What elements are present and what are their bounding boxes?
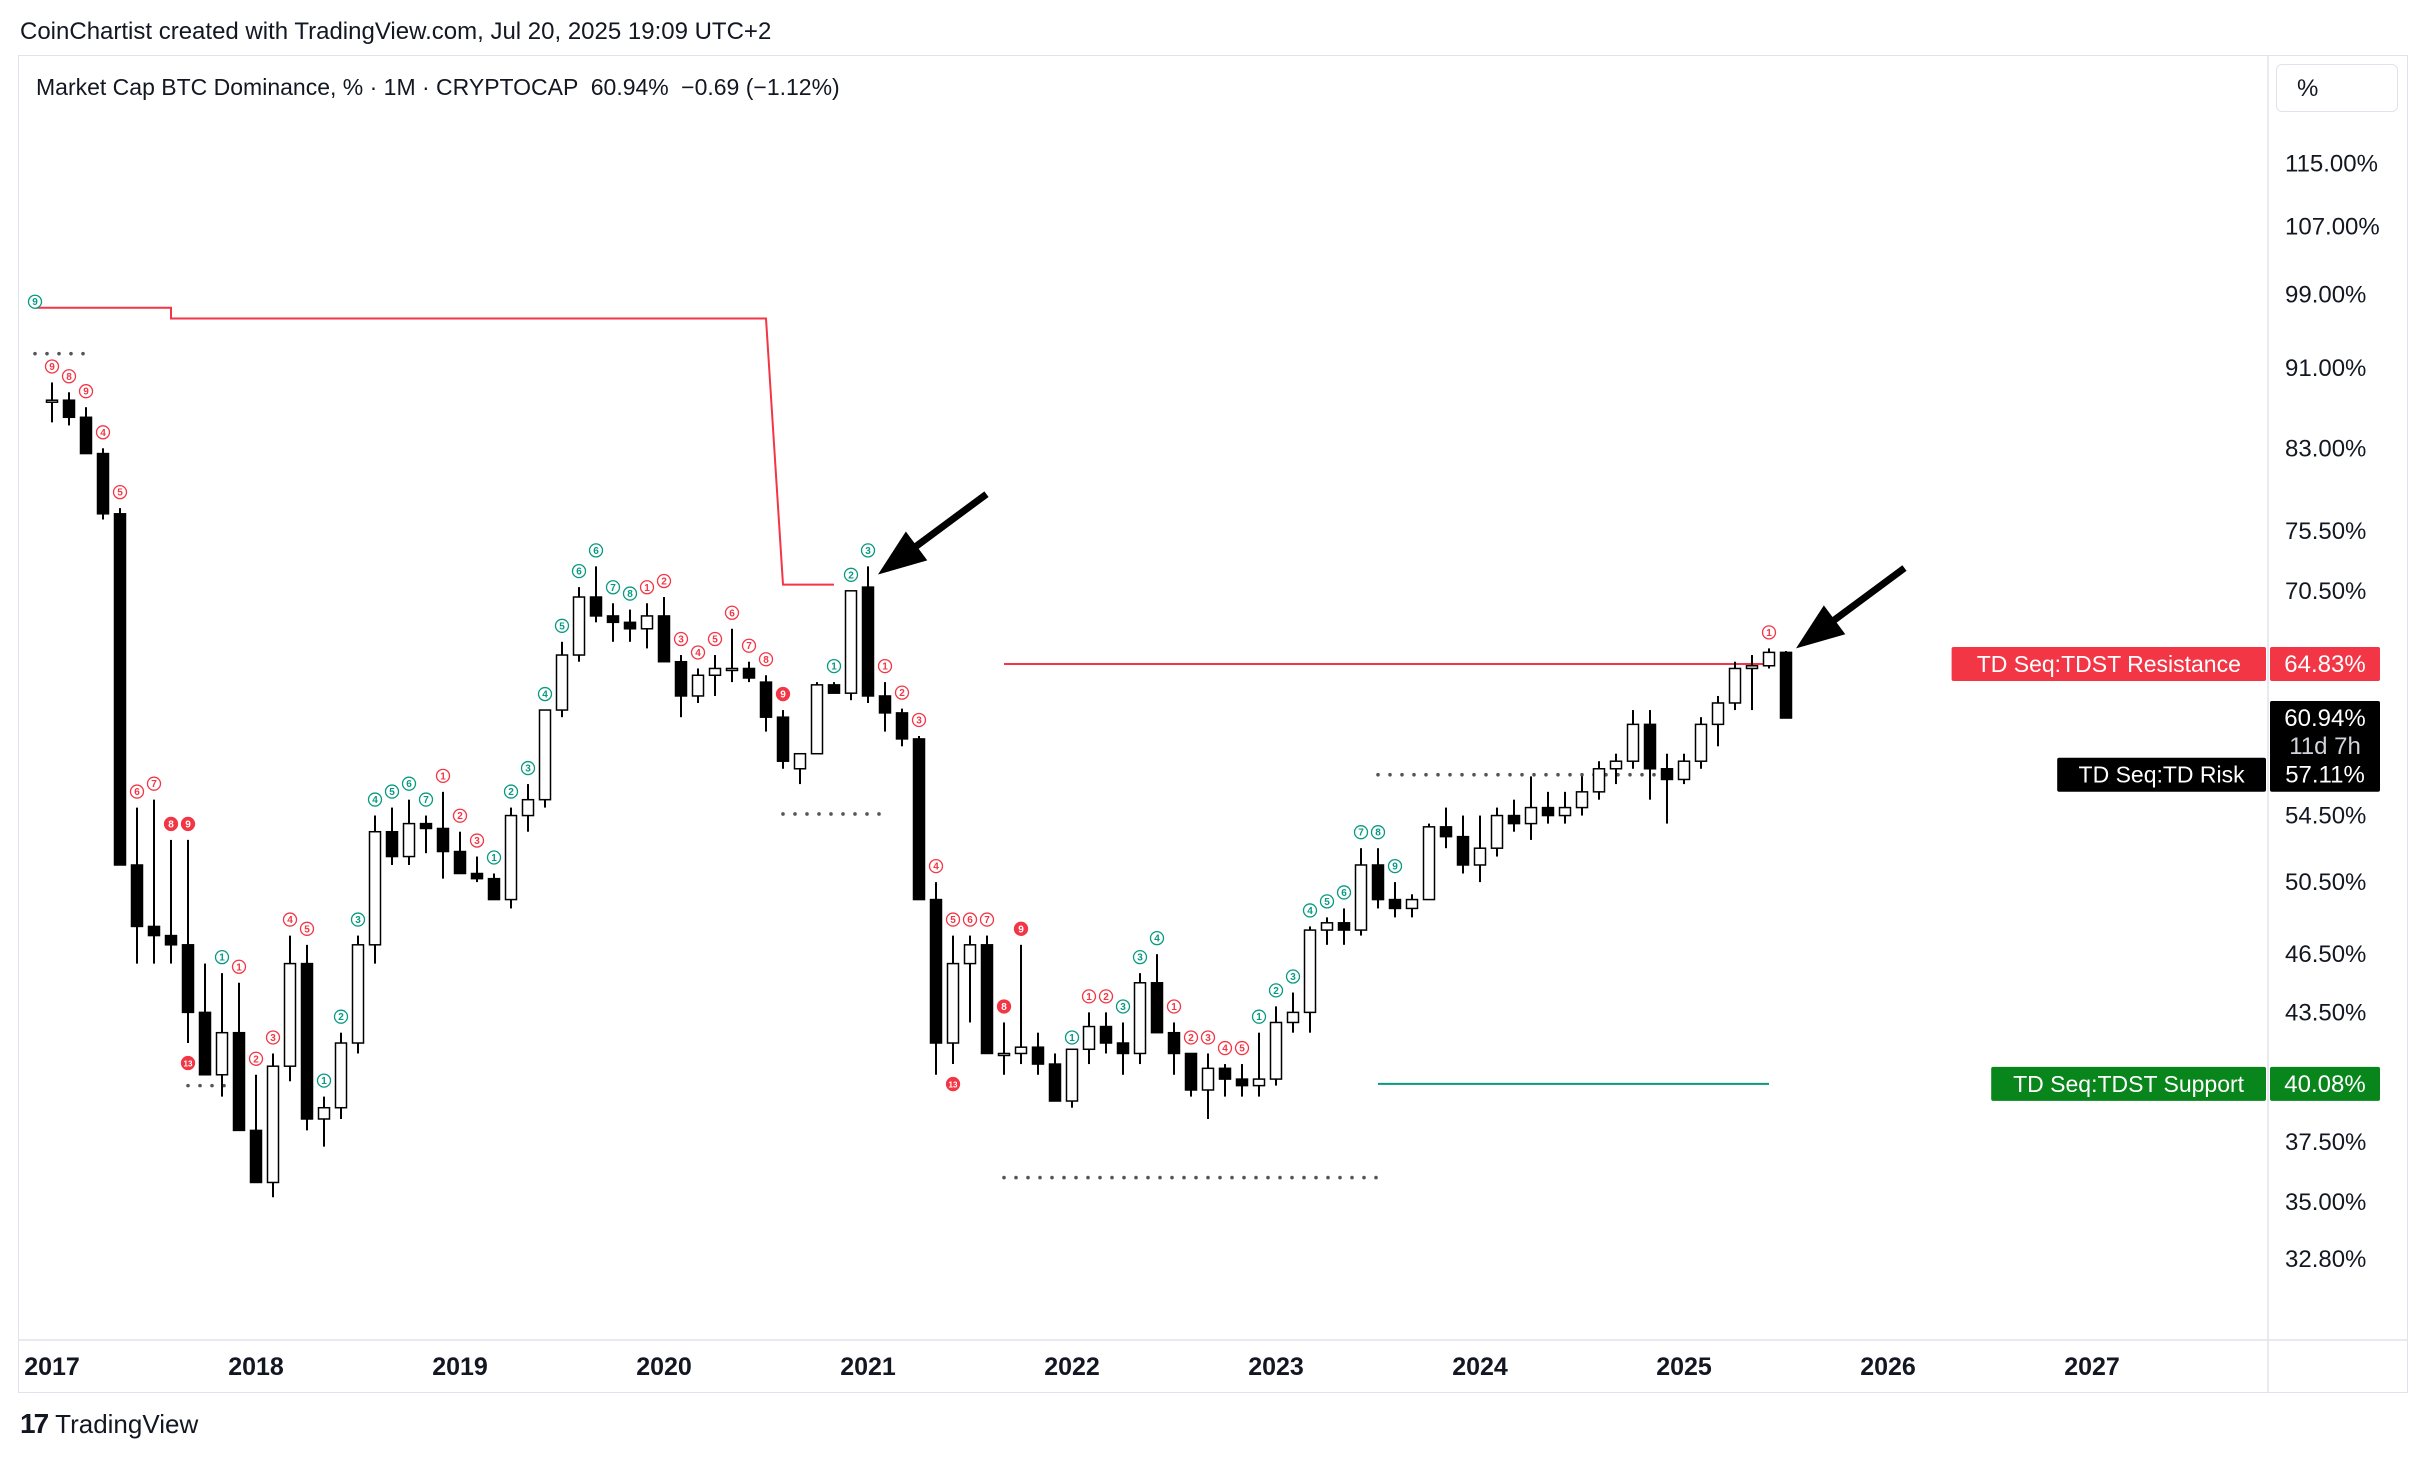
tradingview-logo[interactable]: 17 TradingView	[20, 1408, 198, 1440]
chart-attribution: CoinChartist created with TradingView.co…	[20, 18, 772, 45]
symbol-legend[interactable]: Market Cap BTC Dominance, % · 1M · CRYPT…	[36, 74, 846, 101]
percent-scale-button[interactable]: %	[2276, 64, 2398, 112]
tradingview-logo-icon: 17	[20, 1408, 49, 1439]
change-value: −0.69 (−1.12%)	[681, 74, 840, 100]
tradingview-logo-text: TradingView	[55, 1408, 199, 1439]
last-value: 60.94%	[590, 74, 669, 100]
chart-frame	[18, 55, 2408, 1393]
symbol-description: Market Cap BTC Dominance, % · 1M · CRYPT…	[36, 74, 579, 100]
